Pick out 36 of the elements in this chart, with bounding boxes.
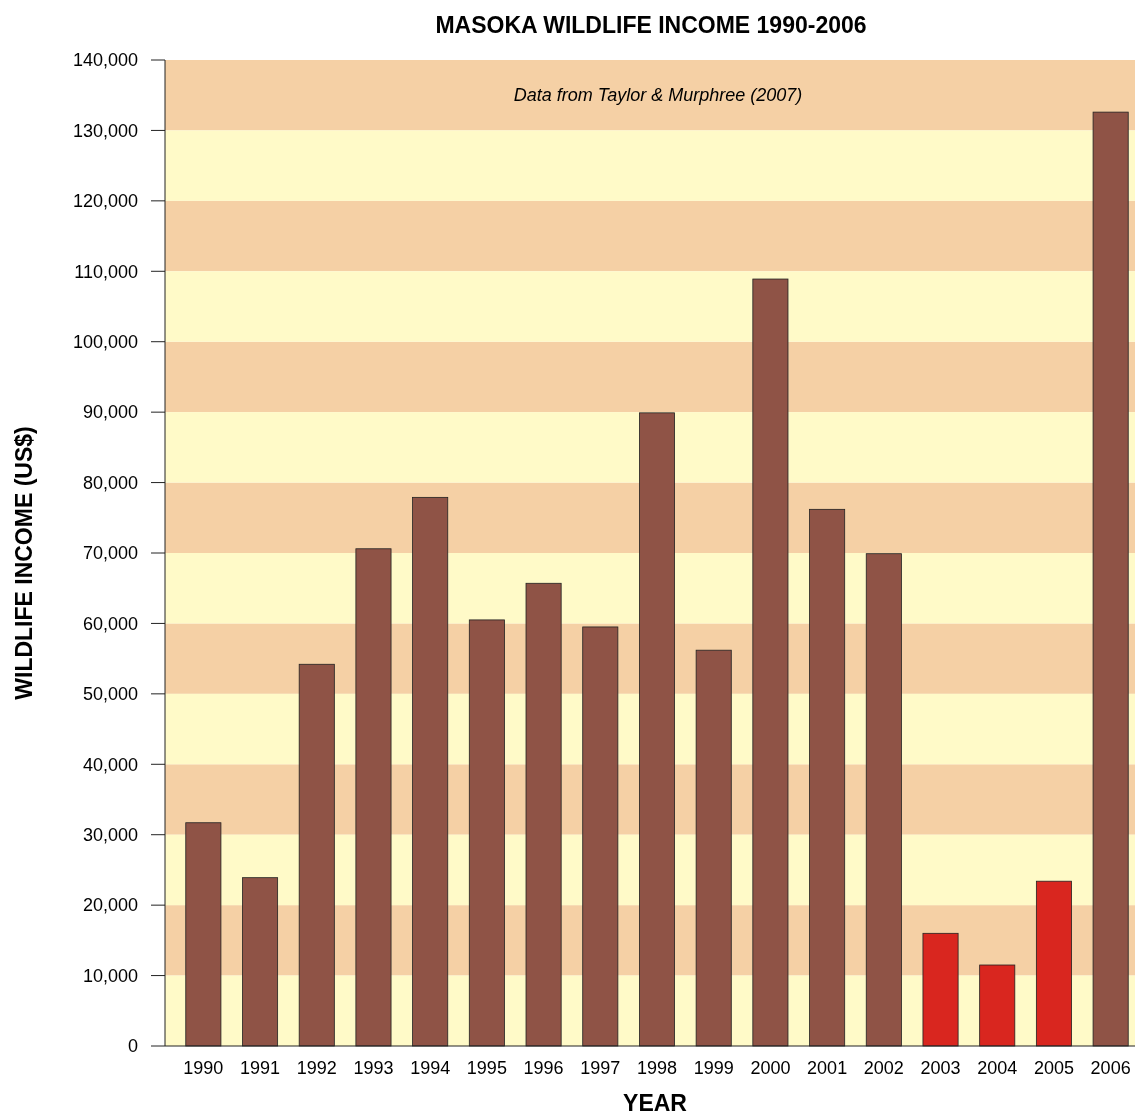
y-tick-label: 40,000 (82, 754, 138, 775)
y-tick-label: 70,000 (82, 543, 138, 564)
y-tick-label: 80,000 (82, 472, 138, 493)
x-tick-label: 1995 (466, 1058, 507, 1078)
x-tick-label: 2001 (807, 1058, 848, 1078)
chart-title: MASOKA WILDLIFE INCOME 1990-2006 (435, 12, 867, 38)
x-tick-label: 1997 (580, 1058, 621, 1078)
x-tick-label: 2004 (977, 1058, 1018, 1078)
y-tick-label: 110,000 (74, 261, 138, 282)
x-tick-label: 2005 (1033, 1058, 1074, 1078)
y-tick-label: 50,000 (82, 684, 138, 705)
y-tick-label: 100,000 (72, 332, 138, 353)
y-tick-label: 120,000 (72, 191, 138, 212)
y-tick-label: 10,000 (82, 965, 138, 986)
y-tick-label: 130,000 (72, 120, 138, 141)
y-tick-label: 90,000 (82, 402, 138, 423)
y-tick-label: 30,000 (82, 825, 138, 846)
x-tick-label: 1992 (296, 1058, 337, 1078)
x-tick-label: 1996 (523, 1058, 564, 1078)
x-tick-label: 1993 (353, 1058, 394, 1078)
x-tick-label: 1994 (410, 1058, 451, 1078)
x-tick-label: 2002 (863, 1058, 904, 1078)
x-tick-label: 1999 (693, 1058, 734, 1078)
y-tick-label: 0 (127, 1036, 138, 1057)
y-tick-label: 60,000 (82, 613, 138, 634)
x-tick-label: 1991 (240, 1058, 281, 1078)
x-axis-title: YEAR (623, 1090, 688, 1115)
y-axis-title: WILDLIFE INCOME (US$) (11, 426, 37, 700)
x-tick-label: 2000 (750, 1058, 791, 1078)
x-tick-label: 2003 (920, 1058, 961, 1078)
x-tick-label: 1998 (636, 1058, 678, 1078)
annotation: Data from Taylor & Murphree (2007) (513, 85, 803, 105)
y-tick-label: 140,000 (72, 50, 138, 71)
x-tick-label: 1990 (183, 1058, 224, 1078)
x-tick-label: 2006 (1090, 1058, 1131, 1078)
y-tick-label: 20,000 (82, 895, 138, 916)
